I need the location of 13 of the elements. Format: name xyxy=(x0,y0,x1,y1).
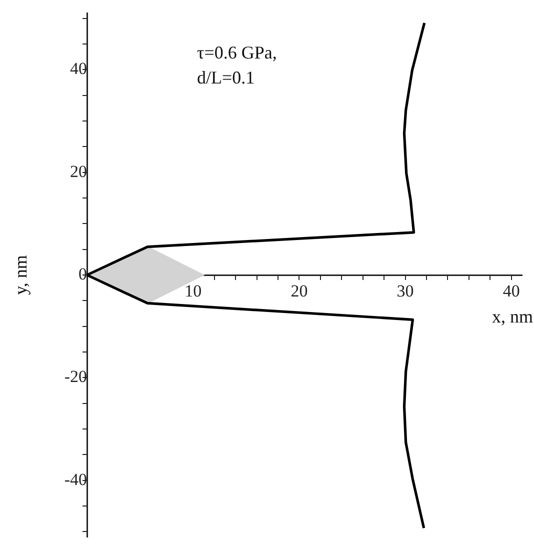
y-tick-label: 40 xyxy=(70,59,87,78)
x-tick-label: 10 xyxy=(184,282,202,301)
y-axis-title: y, nm xyxy=(10,255,31,295)
x-axis-title: x, nm xyxy=(492,306,533,327)
annotation: τ=0.6 GPa, xyxy=(197,42,277,63)
y-tick-label: 0 xyxy=(78,264,87,284)
annotation: d/L=0.1 xyxy=(197,68,255,88)
y-tick-label: 20 xyxy=(70,162,87,181)
x-tick-label: 20 xyxy=(290,282,308,301)
y-tick-label: -40 xyxy=(64,470,87,489)
x-tick-label: 40 xyxy=(502,282,520,301)
y-tick-label: -20 xyxy=(64,367,87,386)
x-tick-label: 30 xyxy=(396,282,414,301)
